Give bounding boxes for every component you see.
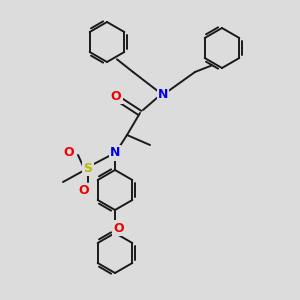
- Text: N: N: [158, 88, 168, 101]
- Text: O: O: [64, 146, 74, 160]
- Text: O: O: [111, 89, 121, 103]
- Text: S: S: [83, 161, 92, 175]
- Text: O: O: [79, 184, 89, 197]
- Text: N: N: [110, 146, 120, 160]
- Text: O: O: [114, 221, 124, 235]
